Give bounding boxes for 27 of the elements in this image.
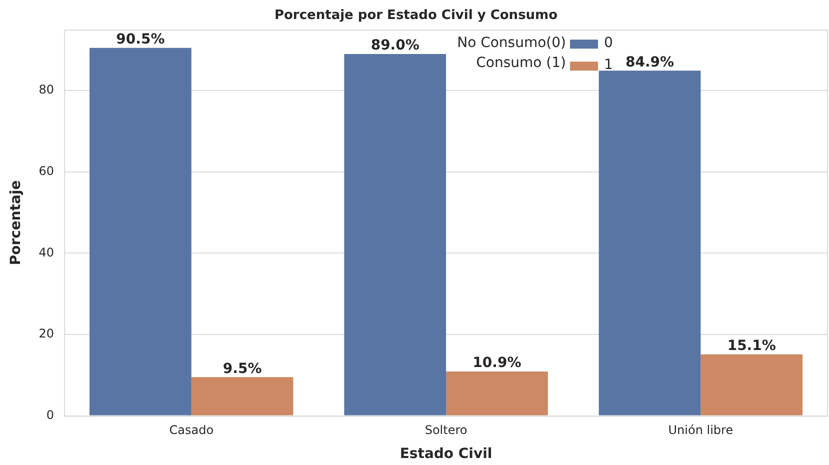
data-label: 90.5%: [116, 32, 165, 48]
bar: [598, 70, 701, 416]
y-tick-label: 0: [46, 408, 54, 422]
annotation: No Consumo(0): [457, 35, 566, 52]
data-label: 10.9%: [472, 355, 522, 372]
bar: [191, 377, 294, 416]
legend-label: 1: [604, 57, 613, 74]
bar: [446, 371, 548, 416]
x-tick-label: Casado: [169, 423, 214, 438]
annotation: Consumo (1): [476, 55, 566, 72]
bar: [700, 354, 803, 416]
y-axis-title: Porcentaje: [8, 180, 24, 266]
chart-title: Porcentaje por Estado Civil y Consumo: [274, 8, 558, 24]
y-tick-label: 20: [38, 326, 54, 341]
data-label: 89.0%: [370, 38, 420, 54]
legend-label: 0: [604, 35, 613, 52]
data-label: 9.5%: [222, 360, 262, 377]
x-axis-title: Estado Civil: [400, 446, 492, 462]
y-tick-label: 40: [38, 245, 54, 260]
bar: [344, 54, 446, 416]
data-label: 15.1%: [727, 338, 776, 354]
x-tick-label: Unión libre: [668, 423, 734, 438]
x-tick-label: Soltero: [424, 423, 468, 438]
y-tick-label: 60: [38, 164, 54, 178]
bar: [90, 48, 192, 416]
y-tick-label: 80: [38, 82, 54, 97]
data-label: 84.9%: [625, 54, 674, 70]
